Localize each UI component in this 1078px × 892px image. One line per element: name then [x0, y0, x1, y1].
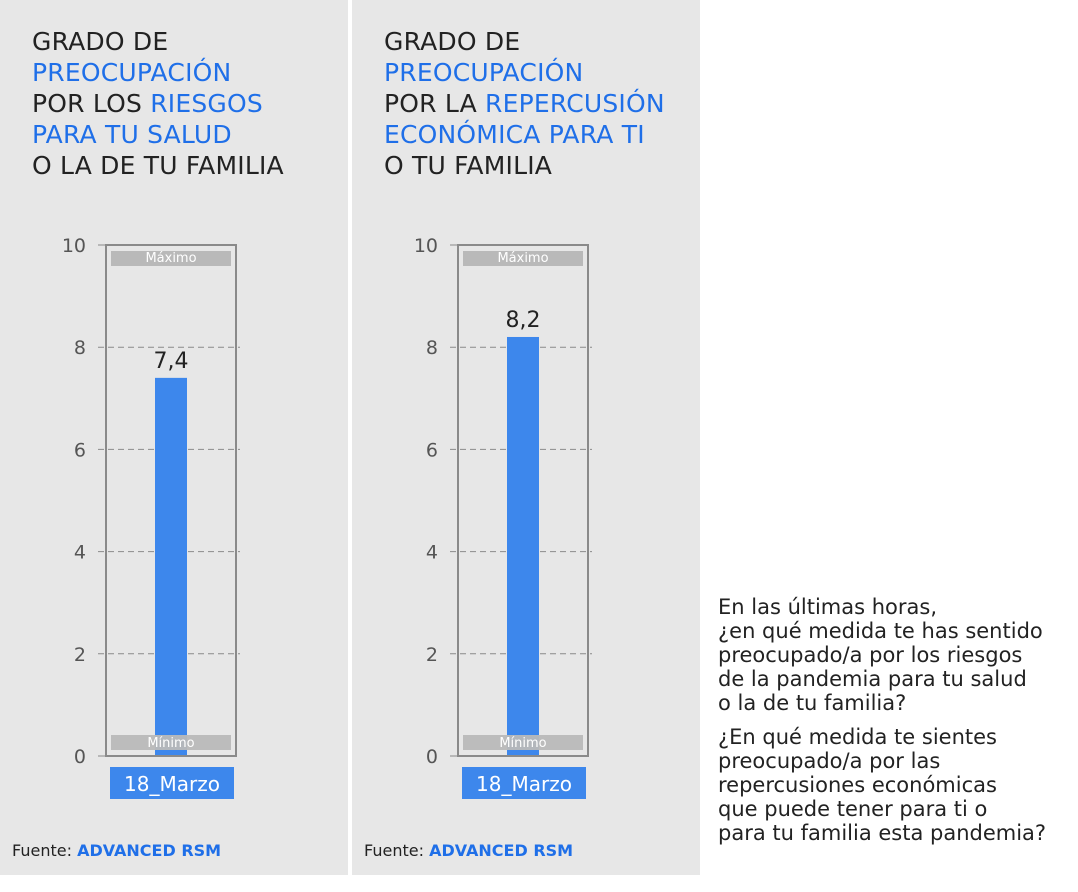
question-line: que puede tener para ti o	[718, 797, 988, 821]
question-line: o la de tu familia?	[718, 691, 907, 715]
plot-frame	[105, 244, 237, 757]
bar	[155, 377, 187, 755]
bar-chart: 0 2 4 6 8 10 Máximo 8,2 Mínimo 18_Marzo	[414, 235, 592, 799]
question-line: ¿en qué medida te has sentido	[718, 619, 1043, 643]
y-tick-label: 10	[62, 235, 86, 257]
y-tick-label: 10	[414, 235, 438, 257]
title-text: GRADO DE	[32, 27, 169, 56]
y-tick-label: 8	[426, 337, 438, 359]
min-band	[463, 735, 583, 750]
title-highlight: PREOCUPACIÓN	[32, 58, 232, 87]
question-line: preocupado/a por las	[718, 749, 941, 773]
category-label: 18_Marzo	[124, 772, 220, 796]
source-footer: Fuente: ADVANCED RSM	[364, 841, 573, 860]
y-tick-label: 2	[74, 644, 86, 666]
bar-value-label: 8,2	[506, 308, 541, 333]
title-line: O TU FAMILIA	[384, 150, 665, 181]
title-highlight: PARA TU SALUD	[32, 120, 232, 149]
title-highlight: ECONÓMICA PARA TI	[384, 120, 645, 149]
bar-chart: 0 2 4 6 8 10 Máximo 7,4 Mínimo 18_Marzo	[62, 235, 240, 799]
title-line: POR LA REPERCUSIÓN	[384, 88, 665, 119]
question-health: En las últimas horas, ¿en qué medida te …	[718, 595, 1073, 715]
question-line: ¿En qué medida te sientes	[718, 725, 997, 749]
title-highlight: RIESGOS	[150, 89, 263, 118]
question-line: de la pandemia para tu salud	[718, 667, 1027, 691]
title-highlight: REPERCUSIÓN	[485, 89, 665, 118]
title-text: POR LOS	[32, 89, 151, 118]
max-band-label: Máximo	[145, 251, 196, 266]
panel-title: GRADO DE PREOCUPACIÓN POR LOS RIESGOS PARA …	[32, 26, 284, 181]
question-line: preocupado/a por los riesgos	[718, 643, 1023, 667]
source-label: Fuente:	[12, 841, 72, 860]
source-footer: Fuente: ADVANCED RSM	[12, 841, 221, 860]
max-band-label: Máximo	[497, 251, 548, 266]
question-economy: ¿En qué medida te sientes preocupado/a p…	[718, 725, 1073, 845]
title-line: GRADO DE	[384, 26, 665, 57]
title-line: PARA TU SALUD	[32, 119, 284, 150]
panel-title: GRADO DE PREOCUPACIÓN POR LA REPERCUSIÓN EC…	[384, 26, 665, 181]
bar	[507, 336, 539, 755]
max-band	[463, 251, 583, 266]
max-band	[111, 251, 231, 266]
title-line: PREOCUPACIÓN	[32, 57, 284, 88]
source-label: Fuente:	[364, 841, 424, 860]
y-tick-label: 6	[426, 439, 438, 461]
title-text: O TU FAMILIA	[384, 151, 553, 180]
title-line: O LA DE TU FAMILIA	[32, 150, 284, 181]
survey-questions: En las últimas horas, ¿en qué medida te …	[718, 595, 1073, 855]
y-tick-label: 4	[74, 542, 86, 564]
min-band-label: Mínimo	[499, 736, 546, 751]
question-line: repercusiones económicas	[718, 773, 997, 797]
y-tick-label: 6	[74, 439, 86, 461]
source-brand: ADVANCED RSM	[77, 841, 222, 860]
category-label: 18_Marzo	[476, 772, 572, 796]
title-line: PREOCUPACIÓN	[384, 57, 665, 88]
category-box	[110, 767, 234, 799]
y-tick-label: 2	[426, 644, 438, 666]
y-tick-label: 0	[74, 746, 86, 768]
bar-value-label: 7,4	[154, 349, 189, 374]
min-band	[111, 735, 231, 750]
y-tick-label: 0	[426, 746, 438, 768]
y-tick-label: 8	[74, 337, 86, 359]
title-text: POR LA	[384, 89, 486, 118]
category-box	[462, 767, 586, 799]
min-band-label: Mínimo	[147, 736, 194, 751]
source-brand: ADVANCED RSM	[429, 841, 574, 860]
title-highlight: PREOCUPACIÓN	[384, 58, 584, 87]
question-line: para tu familia esta pandemia?	[718, 821, 1047, 845]
question-line: En las últimas horas,	[718, 595, 938, 619]
title-line: GRADO DE	[32, 26, 284, 57]
title-line: POR LOS RIESGOS	[32, 88, 284, 119]
title-line: ECONÓMICA PARA TI	[384, 119, 665, 150]
plot-frame	[457, 244, 589, 757]
y-tick-label: 4	[426, 542, 438, 564]
title-text: GRADO DE	[384, 27, 521, 56]
chart-panel-economy: GRADO DE PREOCUPACIÓN POR LA REPERCUSIÓN EC…	[352, 0, 700, 875]
title-text: O LA DE TU FAMILIA	[32, 151, 284, 180]
chart-panel-health: GRADO DE PREOCUPACIÓN POR LOS RIESGOS PARA …	[0, 0, 348, 875]
